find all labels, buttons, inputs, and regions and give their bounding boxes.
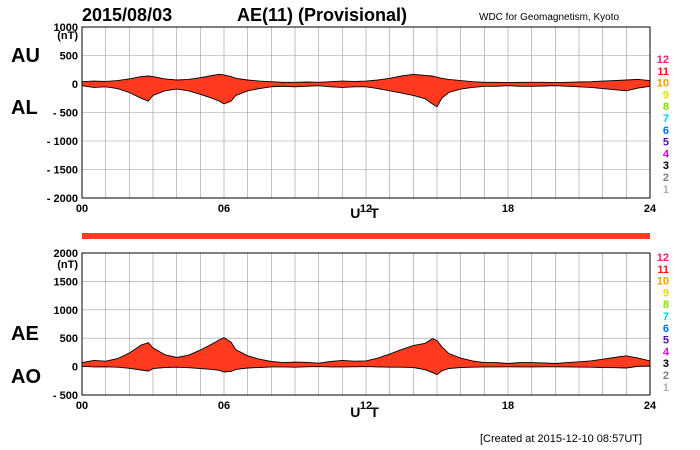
y-tick-label: 2000 bbox=[54, 248, 78, 260]
legend-item: 5 bbox=[663, 335, 669, 347]
series-line-ae bbox=[81, 337, 651, 364]
legend-item: 6 bbox=[663, 323, 669, 335]
y-tick-label: 1000 bbox=[54, 305, 78, 317]
legend-item: 11 bbox=[657, 66, 669, 78]
x-tick-label: 06 bbox=[218, 203, 230, 215]
plot-frame bbox=[81, 26, 651, 199]
x-tick-label: 24 bbox=[644, 203, 657, 215]
legend-item: 9 bbox=[663, 89, 669, 101]
legend-item: 5 bbox=[663, 137, 669, 149]
legend-item: 3 bbox=[663, 160, 669, 172]
y-tick-label: - 1500 bbox=[47, 165, 78, 177]
y-tick-label: 0 bbox=[72, 362, 78, 374]
x-tick-label: 00 bbox=[76, 203, 88, 215]
x-tick-label: 12 bbox=[360, 203, 372, 215]
y-tick-label: 0 bbox=[72, 79, 78, 91]
side-label-al: AL bbox=[11, 97, 38, 119]
legend-item: 3 bbox=[663, 358, 669, 370]
legend-item: 2 bbox=[663, 370, 669, 382]
y-tick-label: - 2000 bbox=[47, 193, 78, 205]
index-title: AE(11) (Provisional) bbox=[237, 5, 407, 25]
x-tick-label: 12 bbox=[360, 400, 372, 412]
legend-item: 4 bbox=[663, 346, 670, 358]
y-tick-label: 1000 bbox=[54, 22, 78, 34]
legend-item: 7 bbox=[663, 113, 669, 125]
legend-item: 8 bbox=[663, 299, 669, 311]
x-tick-label: 00 bbox=[76, 400, 88, 412]
legend-item: 12 bbox=[657, 54, 669, 66]
y-tick-label: 500 bbox=[60, 51, 78, 63]
x-tick-label: 06 bbox=[218, 400, 230, 412]
y-tick-label: - 500 bbox=[53, 108, 78, 120]
x-axis-label: U T bbox=[350, 404, 382, 420]
legend-item: 11 bbox=[657, 264, 669, 276]
legend-item: 1 bbox=[663, 382, 669, 394]
unit-label: (nT) bbox=[57, 30, 78, 42]
x-tick-label: 24 bbox=[644, 400, 657, 412]
legend-item: 1 bbox=[663, 184, 669, 196]
y-tick-label: 1500 bbox=[54, 276, 78, 288]
series-line-au bbox=[81, 73, 651, 84]
legend-item: 4 bbox=[663, 148, 670, 160]
date-title: 2015/08/03 bbox=[82, 5, 172, 25]
legend-item: 12 bbox=[657, 252, 669, 264]
x-tick-label: 18 bbox=[502, 400, 514, 412]
plot-frame bbox=[81, 252, 651, 396]
unit-label: (nT) bbox=[57, 259, 78, 271]
y-tick-label: 500 bbox=[60, 333, 78, 345]
series-line-al bbox=[81, 85, 651, 108]
series-area-fill bbox=[82, 337, 650, 375]
divider-bar bbox=[82, 233, 650, 239]
legend-item: 6 bbox=[663, 125, 669, 137]
side-label-au: AU bbox=[11, 45, 40, 67]
source-label: WDC for Geomagnetism, Kyoto bbox=[479, 12, 619, 23]
legend-item: 10 bbox=[657, 276, 669, 288]
y-tick-label: - 1000 bbox=[47, 136, 78, 148]
y-tick-label: - 500 bbox=[53, 390, 78, 402]
created-timestamp: [Created at 2015-12-10 08:57UT] bbox=[480, 433, 642, 445]
side-label-ae: AE bbox=[11, 323, 39, 345]
x-axis-label: U T bbox=[350, 205, 382, 221]
legend-item: 10 bbox=[657, 78, 669, 90]
x-tick-label: 18 bbox=[502, 203, 514, 215]
legend-item: 8 bbox=[663, 101, 669, 113]
side-label-ao: AO bbox=[11, 366, 41, 388]
legend-item: 9 bbox=[663, 287, 669, 299]
legend-item: 7 bbox=[663, 311, 669, 323]
series-line-ao bbox=[81, 365, 651, 376]
legend-item: 2 bbox=[663, 172, 669, 184]
series-area-fill bbox=[82, 74, 650, 107]
